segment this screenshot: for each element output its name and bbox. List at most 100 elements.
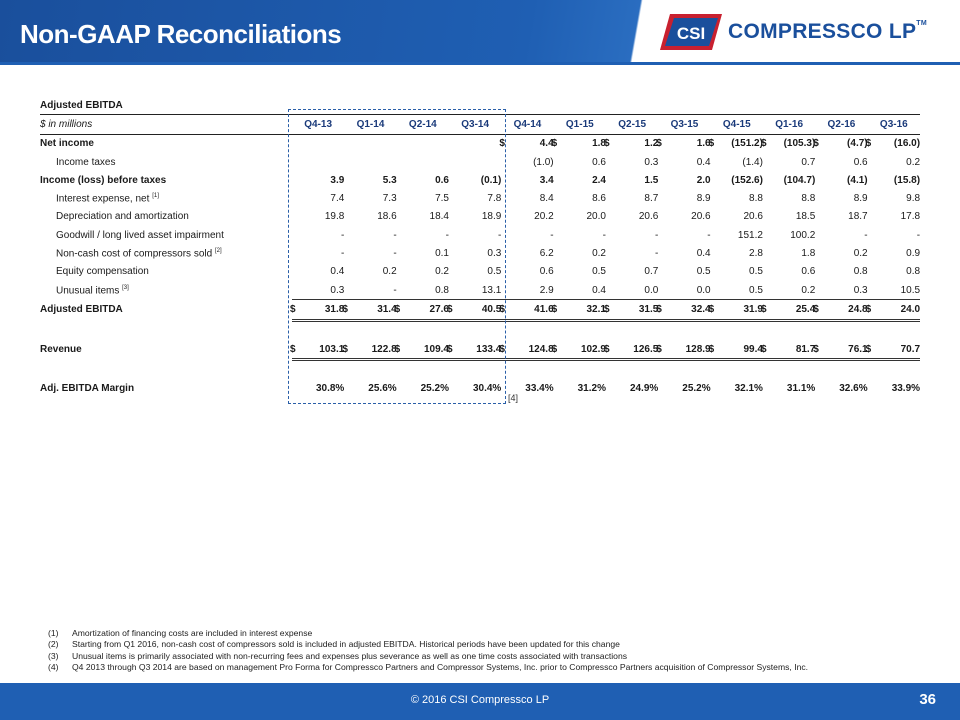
table-cell: $4.4 (499, 134, 553, 153)
table-cell: 0.9 (868, 244, 920, 262)
row-label: Unusual items [3] (56, 284, 129, 297)
cell-value: (0.1) (480, 174, 502, 186)
table-cell: 2.0 (658, 171, 711, 189)
cell-value: 32.1% (734, 383, 763, 395)
cell-value: 6.2 (539, 248, 554, 260)
table-row: Adj. EBITDA Margin 30.8% 25.6% 25.2% 30.4% 33… (40, 379, 920, 397)
cell-value: 13.1 (481, 284, 502, 296)
cell-value: 70.7 (900, 343, 921, 355)
table-cell: 0.5 (554, 263, 606, 281)
table-cell: 0.6 (554, 153, 606, 171)
column-header: Q2-15 (605, 114, 659, 135)
cell-value: 20.6 (743, 211, 763, 223)
currency-symbol: $ (656, 343, 662, 355)
cell-value: 8.8 (801, 193, 816, 205)
cell-value: 0.2 (801, 284, 816, 296)
cell-value: 0.5 (749, 266, 763, 278)
table-cell: $102.9 (551, 339, 606, 362)
currency-symbol: $ (603, 343, 610, 355)
currency-symbol: $ (813, 343, 819, 355)
table-cell: 0.2 (868, 153, 920, 171)
section-title: Adjusted EBITDA (40, 99, 123, 111)
cell-value: 32.6% (839, 383, 868, 395)
table-cell: - (501, 226, 553, 244)
section-title-row: Adjusted EBITDA (40, 96, 920, 115)
footnote-ref: [2] (214, 247, 222, 254)
table-cell: 0.6 (501, 263, 554, 281)
cell-value: 31.8 (324, 303, 345, 315)
table-cell: 0.3 (449, 244, 501, 262)
cell-value: 30.4% (472, 383, 502, 395)
currency-symbol: $ (551, 303, 558, 315)
table-cell: 20.6 (606, 208, 658, 226)
cell-value: 0.7 (801, 156, 816, 168)
cell-value: - (916, 229, 921, 241)
table-cell: 19.8 (292, 208, 344, 226)
table-cell: $124.8 (499, 339, 554, 362)
table-cell (449, 134, 501, 153)
cell-value: 0.6 (592, 156, 606, 168)
cell-value: 2.4 (592, 174, 606, 186)
cell-value: (16.0) (893, 138, 921, 150)
footer: © 2016 CSI Compressco LP 36 (0, 683, 960, 720)
cell-value: 20.2 (534, 211, 554, 223)
cell-value: 151.2 (737, 229, 763, 241)
table-cell (397, 153, 449, 171)
cell-value: 109.4 (423, 343, 449, 355)
cell-value: 18.7 (848, 211, 868, 223)
table-cell (344, 134, 396, 153)
table-cell: 33.4% (501, 379, 553, 397)
table-cell: 100.2 (763, 226, 815, 244)
table-cell: $ (16.0) (866, 134, 921, 153)
table-cell: 0.6 (397, 171, 449, 189)
cell-value: 0.8 (435, 284, 449, 296)
table-row: Adjusted EBITDA $31.8 $31.4 $27.6 $40.5 $41.6… (40, 299, 921, 322)
logo-text: COMPRESSCO LPTM (728, 20, 927, 43)
currency-symbol: $ (342, 303, 348, 315)
cell-value: - (340, 229, 345, 241)
table-cell: 0.1 (397, 244, 449, 262)
cell-value: - (602, 229, 606, 241)
cell-value: 24.9% (629, 383, 659, 395)
row-label: Equity compensation (56, 266, 149, 278)
column-header: Q1-15 (553, 114, 606, 135)
cell-value: 126.5 (633, 343, 659, 355)
row-label: Income (loss) before taxes (40, 174, 167, 186)
table-cell: $32.4 (656, 299, 711, 322)
cell-value: 8.7 (644, 193, 659, 205)
currency-symbol: $ (499, 138, 505, 150)
cell-value: 1.6 (696, 138, 711, 150)
table-cell: 30.8% (292, 379, 344, 397)
column-header: Q4-15 (710, 114, 763, 135)
table-cell: 20.6 (658, 208, 710, 226)
currency-symbol: $ (760, 303, 767, 315)
cell-value: 1.5 (644, 174, 659, 186)
footnote: (4) Q4 2013 through Q3 2014 are based on … (48, 662, 808, 673)
column-header: Q2-14 (396, 114, 449, 135)
table-cell: $1.8 (552, 134, 606, 153)
currency-symbol: $ (656, 138, 662, 150)
pro-forma-note: [4] (508, 393, 519, 403)
cell-value: 102.9 (580, 343, 606, 355)
currency-symbol: $ (551, 343, 558, 355)
cell-value: 33.4% (525, 383, 554, 395)
table-row: Goodwill / long lived asset impairment - -… (40, 226, 920, 244)
table-cell: 1.5 (606, 171, 658, 189)
cell-value: 32.4 (691, 303, 711, 315)
cell-value: 0.6 (801, 266, 816, 278)
table-cell: 13.1 (448, 280, 502, 301)
table-cell: 18.6 (344, 208, 396, 226)
footnote-text: Amortization of financing costs are incl… (72, 628, 313, 638)
table-cell: $24.0 (866, 299, 921, 322)
logo-badge-text: CSI (677, 24, 705, 43)
table-cell: $31.9 (709, 299, 763, 322)
column-header: Q4-13 (292, 114, 345, 135)
footnote-number: (2) (48, 639, 59, 650)
footnote: (1) Amortization of financing costs are i… (48, 628, 808, 639)
currency-symbol: $ (813, 138, 819, 150)
table-cell: $103.1 (290, 339, 345, 362)
cell-value: 24.8 (848, 303, 868, 315)
table-cell: 9.8 (868, 189, 920, 207)
cell-value: 18.4 (429, 211, 449, 223)
column-header-row: $ in millions Q4-13 Q1-14 Q2-14 Q3-14 Q4-14 Q… (40, 114, 921, 135)
